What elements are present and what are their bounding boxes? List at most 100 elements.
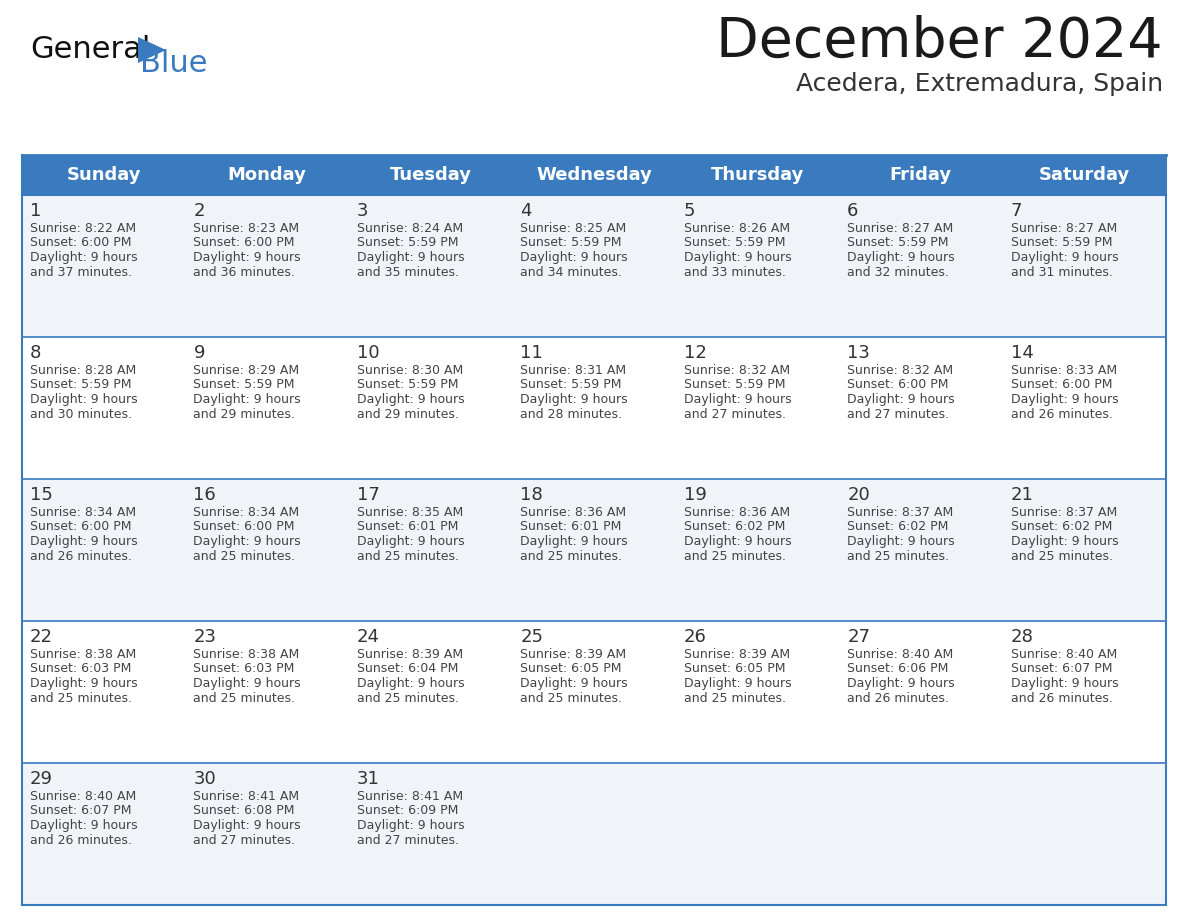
Text: Daylight: 9 hours: Daylight: 9 hours	[684, 535, 791, 548]
Text: 17: 17	[356, 486, 380, 504]
Text: Sunset: 6:05 PM: Sunset: 6:05 PM	[520, 663, 621, 676]
Text: Daylight: 9 hours: Daylight: 9 hours	[194, 535, 301, 548]
Text: Daylight: 9 hours: Daylight: 9 hours	[30, 251, 138, 264]
Text: December 2024: December 2024	[716, 15, 1163, 69]
Text: and 27 minutes.: and 27 minutes.	[194, 834, 296, 846]
Text: Sunrise: 8:28 AM: Sunrise: 8:28 AM	[30, 364, 137, 377]
Text: and 36 minutes.: and 36 minutes.	[194, 265, 296, 278]
Text: Wednesday: Wednesday	[536, 166, 652, 184]
Text: Daylight: 9 hours: Daylight: 9 hours	[684, 677, 791, 690]
Text: Sunset: 6:04 PM: Sunset: 6:04 PM	[356, 663, 459, 676]
Text: Sunset: 5:59 PM: Sunset: 5:59 PM	[520, 378, 621, 391]
Text: Sunrise: 8:23 AM: Sunrise: 8:23 AM	[194, 222, 299, 235]
Text: 14: 14	[1011, 344, 1034, 362]
Text: 20: 20	[847, 486, 870, 504]
Text: Sunrise: 8:36 AM: Sunrise: 8:36 AM	[520, 506, 626, 519]
Text: Sunset: 6:00 PM: Sunset: 6:00 PM	[194, 237, 295, 250]
Text: Sunset: 5:59 PM: Sunset: 5:59 PM	[684, 237, 785, 250]
Text: Daylight: 9 hours: Daylight: 9 hours	[1011, 677, 1118, 690]
Text: Sunset: 6:05 PM: Sunset: 6:05 PM	[684, 663, 785, 676]
Text: Sunset: 6:03 PM: Sunset: 6:03 PM	[194, 663, 295, 676]
Text: 22: 22	[30, 628, 53, 646]
Text: Sunset: 5:59 PM: Sunset: 5:59 PM	[847, 237, 949, 250]
Text: 28: 28	[1011, 628, 1034, 646]
Text: 23: 23	[194, 628, 216, 646]
Text: Daylight: 9 hours: Daylight: 9 hours	[194, 393, 301, 406]
Text: Daylight: 9 hours: Daylight: 9 hours	[30, 677, 138, 690]
Text: Daylight: 9 hours: Daylight: 9 hours	[356, 393, 465, 406]
Text: and 37 minutes.: and 37 minutes.	[30, 265, 132, 278]
Text: Sunset: 6:07 PM: Sunset: 6:07 PM	[30, 804, 132, 818]
Text: Daylight: 9 hours: Daylight: 9 hours	[1011, 393, 1118, 406]
Text: and 29 minutes.: and 29 minutes.	[194, 408, 296, 420]
Text: Sunset: 6:00 PM: Sunset: 6:00 PM	[30, 237, 132, 250]
Text: Daylight: 9 hours: Daylight: 9 hours	[520, 251, 628, 264]
Text: 7: 7	[1011, 202, 1022, 220]
Text: Monday: Monday	[228, 166, 307, 184]
Text: and 26 minutes.: and 26 minutes.	[1011, 691, 1112, 704]
Text: Sunset: 6:00 PM: Sunset: 6:00 PM	[1011, 378, 1112, 391]
Text: Daylight: 9 hours: Daylight: 9 hours	[520, 535, 628, 548]
Text: Sunset: 5:59 PM: Sunset: 5:59 PM	[356, 378, 459, 391]
Text: Daylight: 9 hours: Daylight: 9 hours	[356, 535, 465, 548]
Text: and 25 minutes.: and 25 minutes.	[520, 691, 623, 704]
Text: Sunrise: 8:39 AM: Sunrise: 8:39 AM	[520, 648, 626, 661]
Text: Sunrise: 8:35 AM: Sunrise: 8:35 AM	[356, 506, 463, 519]
Text: and 25 minutes.: and 25 minutes.	[684, 550, 785, 563]
Text: Sunset: 6:09 PM: Sunset: 6:09 PM	[356, 804, 459, 818]
Text: 4: 4	[520, 202, 532, 220]
Text: Daylight: 9 hours: Daylight: 9 hours	[520, 393, 628, 406]
Text: 27: 27	[847, 628, 870, 646]
Text: and 25 minutes.: and 25 minutes.	[356, 550, 459, 563]
Text: 9: 9	[194, 344, 204, 362]
Text: 13: 13	[847, 344, 870, 362]
Text: Sunset: 5:59 PM: Sunset: 5:59 PM	[194, 378, 295, 391]
Text: Sunrise: 8:26 AM: Sunrise: 8:26 AM	[684, 222, 790, 235]
Text: and 27 minutes.: and 27 minutes.	[847, 408, 949, 420]
Text: Sunset: 6:02 PM: Sunset: 6:02 PM	[684, 521, 785, 533]
Text: and 25 minutes.: and 25 minutes.	[194, 550, 296, 563]
Text: Sunrise: 8:40 AM: Sunrise: 8:40 AM	[847, 648, 954, 661]
Text: Daylight: 9 hours: Daylight: 9 hours	[847, 251, 955, 264]
Text: Sunset: 6:00 PM: Sunset: 6:00 PM	[847, 378, 949, 391]
Text: Sunset: 6:02 PM: Sunset: 6:02 PM	[847, 521, 948, 533]
Polygon shape	[138, 37, 166, 63]
Text: Daylight: 9 hours: Daylight: 9 hours	[684, 251, 791, 264]
Text: Daylight: 9 hours: Daylight: 9 hours	[356, 677, 465, 690]
Text: Sunset: 5:59 PM: Sunset: 5:59 PM	[520, 237, 621, 250]
Text: Daylight: 9 hours: Daylight: 9 hours	[194, 819, 301, 832]
Text: and 29 minutes.: and 29 minutes.	[356, 408, 459, 420]
Text: Sunrise: 8:30 AM: Sunrise: 8:30 AM	[356, 364, 463, 377]
Text: 12: 12	[684, 344, 707, 362]
Text: 29: 29	[30, 770, 53, 788]
Text: Sunrise: 8:39 AM: Sunrise: 8:39 AM	[356, 648, 463, 661]
Text: 21: 21	[1011, 486, 1034, 504]
Text: and 26 minutes.: and 26 minutes.	[1011, 408, 1112, 420]
Text: Daylight: 9 hours: Daylight: 9 hours	[194, 677, 301, 690]
Text: and 27 minutes.: and 27 minutes.	[684, 408, 785, 420]
Text: Daylight: 9 hours: Daylight: 9 hours	[1011, 251, 1118, 264]
Text: Sunrise: 8:40 AM: Sunrise: 8:40 AM	[1011, 648, 1117, 661]
Text: 10: 10	[356, 344, 379, 362]
Text: Sunset: 6:02 PM: Sunset: 6:02 PM	[1011, 521, 1112, 533]
Text: General: General	[30, 35, 151, 64]
Text: Sunrise: 8:40 AM: Sunrise: 8:40 AM	[30, 790, 137, 803]
Text: Acedera, Extremadura, Spain: Acedera, Extremadura, Spain	[796, 72, 1163, 96]
Text: and 25 minutes.: and 25 minutes.	[847, 550, 949, 563]
Text: Sunrise: 8:32 AM: Sunrise: 8:32 AM	[684, 364, 790, 377]
Text: and 35 minutes.: and 35 minutes.	[356, 265, 459, 278]
Bar	[23, 479, 1165, 621]
Text: and 25 minutes.: and 25 minutes.	[520, 550, 623, 563]
Text: Thursday: Thursday	[710, 166, 804, 184]
Text: Sunrise: 8:38 AM: Sunrise: 8:38 AM	[194, 648, 299, 661]
Text: and 27 minutes.: and 27 minutes.	[356, 834, 459, 846]
Text: Daylight: 9 hours: Daylight: 9 hours	[30, 393, 138, 406]
Text: Sunrise: 8:34 AM: Sunrise: 8:34 AM	[30, 506, 137, 519]
Text: and 33 minutes.: and 33 minutes.	[684, 265, 785, 278]
Text: 5: 5	[684, 202, 695, 220]
Text: and 26 minutes.: and 26 minutes.	[30, 550, 132, 563]
Text: and 26 minutes.: and 26 minutes.	[30, 834, 132, 846]
Text: Sunset: 6:03 PM: Sunset: 6:03 PM	[30, 663, 132, 676]
Text: and 25 minutes.: and 25 minutes.	[30, 691, 132, 704]
Text: Sunrise: 8:27 AM: Sunrise: 8:27 AM	[1011, 222, 1117, 235]
